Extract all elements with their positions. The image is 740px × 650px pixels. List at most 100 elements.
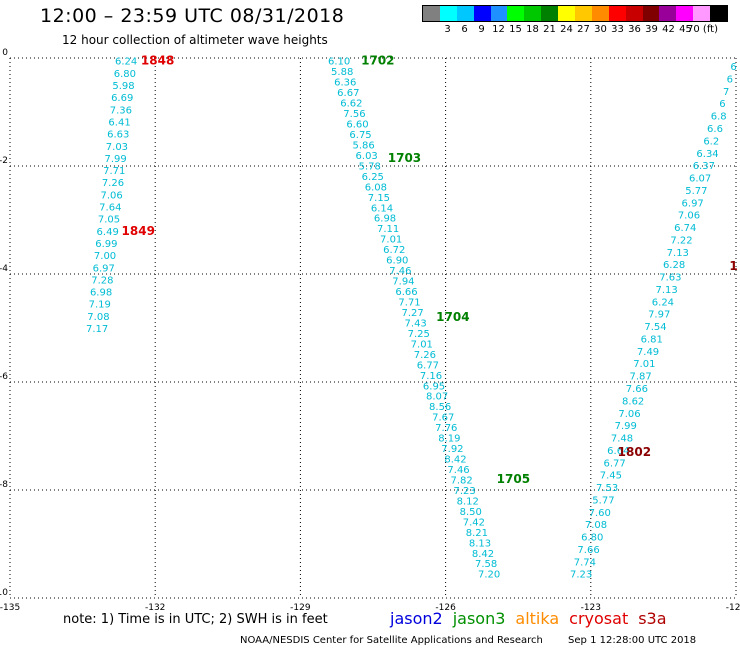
wave-height-value: 5.77 [592,495,614,506]
pass-time-label: 1 [729,259,737,273]
wave-height-value: 7.71 [398,297,420,308]
wave-height-value: 7.99 [615,421,637,432]
wave-height-value: 6.95 [423,381,445,392]
wave-height-value: 7.66 [577,545,599,556]
wave-height-value: 7.82 [450,475,472,486]
legend-swatch [524,6,542,21]
wave-height-value: 7.03 [106,142,128,153]
pass-time-label: 1705 [497,472,530,486]
wave-height-value: 6.10 [328,57,350,68]
pass-time-label: 1704 [436,310,469,324]
wave-height-value: 6.69 [111,93,133,104]
wave-height-value: 5.86 [352,140,374,151]
wave-height-value: 6.03 [356,151,378,162]
legend-label: 12 [492,24,505,35]
wave-height-value: 7.00 [94,251,116,262]
wave-height-value: 6.66 [395,287,417,298]
wave-height-value: 7.54 [644,322,666,333]
legend-label: 9 [478,24,485,35]
wave-height-value: 6.77 [603,458,625,469]
wave-height-value: 6.99 [95,239,117,250]
wave-height-value: 6.37 [693,161,715,172]
legend-swatch [490,6,508,21]
wave-height-value: 7.43 [405,318,427,329]
pass-time-label: 1702 [361,54,394,68]
wave-height-value: 6.64 [607,446,629,457]
wave-height-value: 7.46 [389,266,411,277]
legend-label: 27 [577,24,590,35]
wave-height-value: 5.98 [112,81,134,92]
wave-height-value: 6.80 [114,69,136,80]
legend-swatch [507,6,525,21]
wave-height-value: 7.23 [454,486,476,497]
wave-height-value: 7.15 [368,193,390,204]
x-tick-label: -120 [726,603,740,613]
wave-height-value: 5.78 [359,161,381,172]
chart-title: 12:00 – 23:59 UTC 08/31/2018 [40,5,345,27]
legend-swatch [642,6,660,21]
wave-height-value: 6.97 [93,263,115,274]
satellite-legend: jason2 jason3 altika cryosat s3a [390,609,677,628]
wave-height-value: 7.25 [408,329,430,340]
credit-timestamp: Sep 1 12:28:00 UTC 2018 [568,635,697,646]
wave-height-value: 7.71 [103,166,125,177]
wave-height-value: 6.80 [581,533,603,544]
wave-height-value: 6.6 [707,124,723,135]
wave-height-value: 8.42 [444,455,466,466]
wave-height-value: 7.74 [574,557,596,568]
wave-height-value: 6 [730,62,736,73]
wave-height-value: 7.27 [401,308,423,319]
legend-swatches [422,5,728,22]
x-tick-label: -135 [0,603,20,613]
x-tick-label: -129 [290,603,311,613]
y-tick-label: -10 [0,588,8,598]
wave-height-value: 7.26 [102,178,124,189]
wave-height-value: 7.94 [392,277,414,288]
legend-label: 45 [679,24,692,35]
wave-height-value: 7.92 [441,444,463,455]
legend-swatch [608,6,626,21]
wave-height-value: 6.98 [374,214,396,225]
wave-height-value: 7.22 [670,235,692,246]
legend-label: 18 [526,24,539,35]
wave-height-value: 7.49 [637,347,659,358]
legend-label: 39 [645,24,658,35]
legend-swatch [625,6,643,21]
y-tick-label: -6 [0,372,8,382]
wave-height-value: 6.07 [689,174,711,185]
wave-height-value: 7.45 [600,471,622,482]
legend-label: 42 [662,24,675,35]
wave-height-value: 6.74 [674,223,696,234]
legend-labels: 3 6 9 12 15 18 21 24 27 30 33 36 39 42 45 70 (ft) [422,24,728,38]
x-tick-label: -123 [581,603,601,613]
wave-height-value: 7.20 [478,570,500,581]
legend-swatch [591,6,609,21]
wave-height-value: 7.46 [447,465,469,476]
x-tick-label: -132 [145,603,165,613]
wave-height-value: 8.21 [466,528,488,539]
satellite-name: cryosat [569,609,629,628]
legend-swatch [659,6,677,21]
credit-line: NOAA/NESDIS Center for Satellite Applica… [240,635,718,646]
wave-height-value: 8.56 [429,402,451,413]
wave-height-value: 7.67 [432,413,454,424]
x-tick-label: -126 [435,603,456,613]
y-tick-label: 0 [2,48,8,58]
wave-height-value: 8.62 [622,396,644,407]
wave-height-value: 7.56 [343,109,365,120]
wave-height-value: 5.88 [331,67,353,78]
wave-height-value: 8.12 [457,496,479,507]
wave-height-value: 8.42 [472,549,494,560]
chart-subtitle: 12 hour collection of altimeter wave hei… [62,33,328,47]
wave-height-value: 7.11 [377,224,399,235]
wave-height-value: 7.08 [585,520,607,531]
legend-swatch [423,6,440,21]
legend-swatch [710,6,728,21]
legend-swatch [473,6,491,21]
wave-height-value: 7.48 [611,434,633,445]
wave-height-value: 7.16 [420,371,442,382]
wave-height-value: 7.60 [589,508,611,519]
wave-height-value: 6.75 [349,130,371,141]
wave-height-value: 7.63 [659,273,681,284]
wave-height-value: 8.13 [469,538,491,549]
